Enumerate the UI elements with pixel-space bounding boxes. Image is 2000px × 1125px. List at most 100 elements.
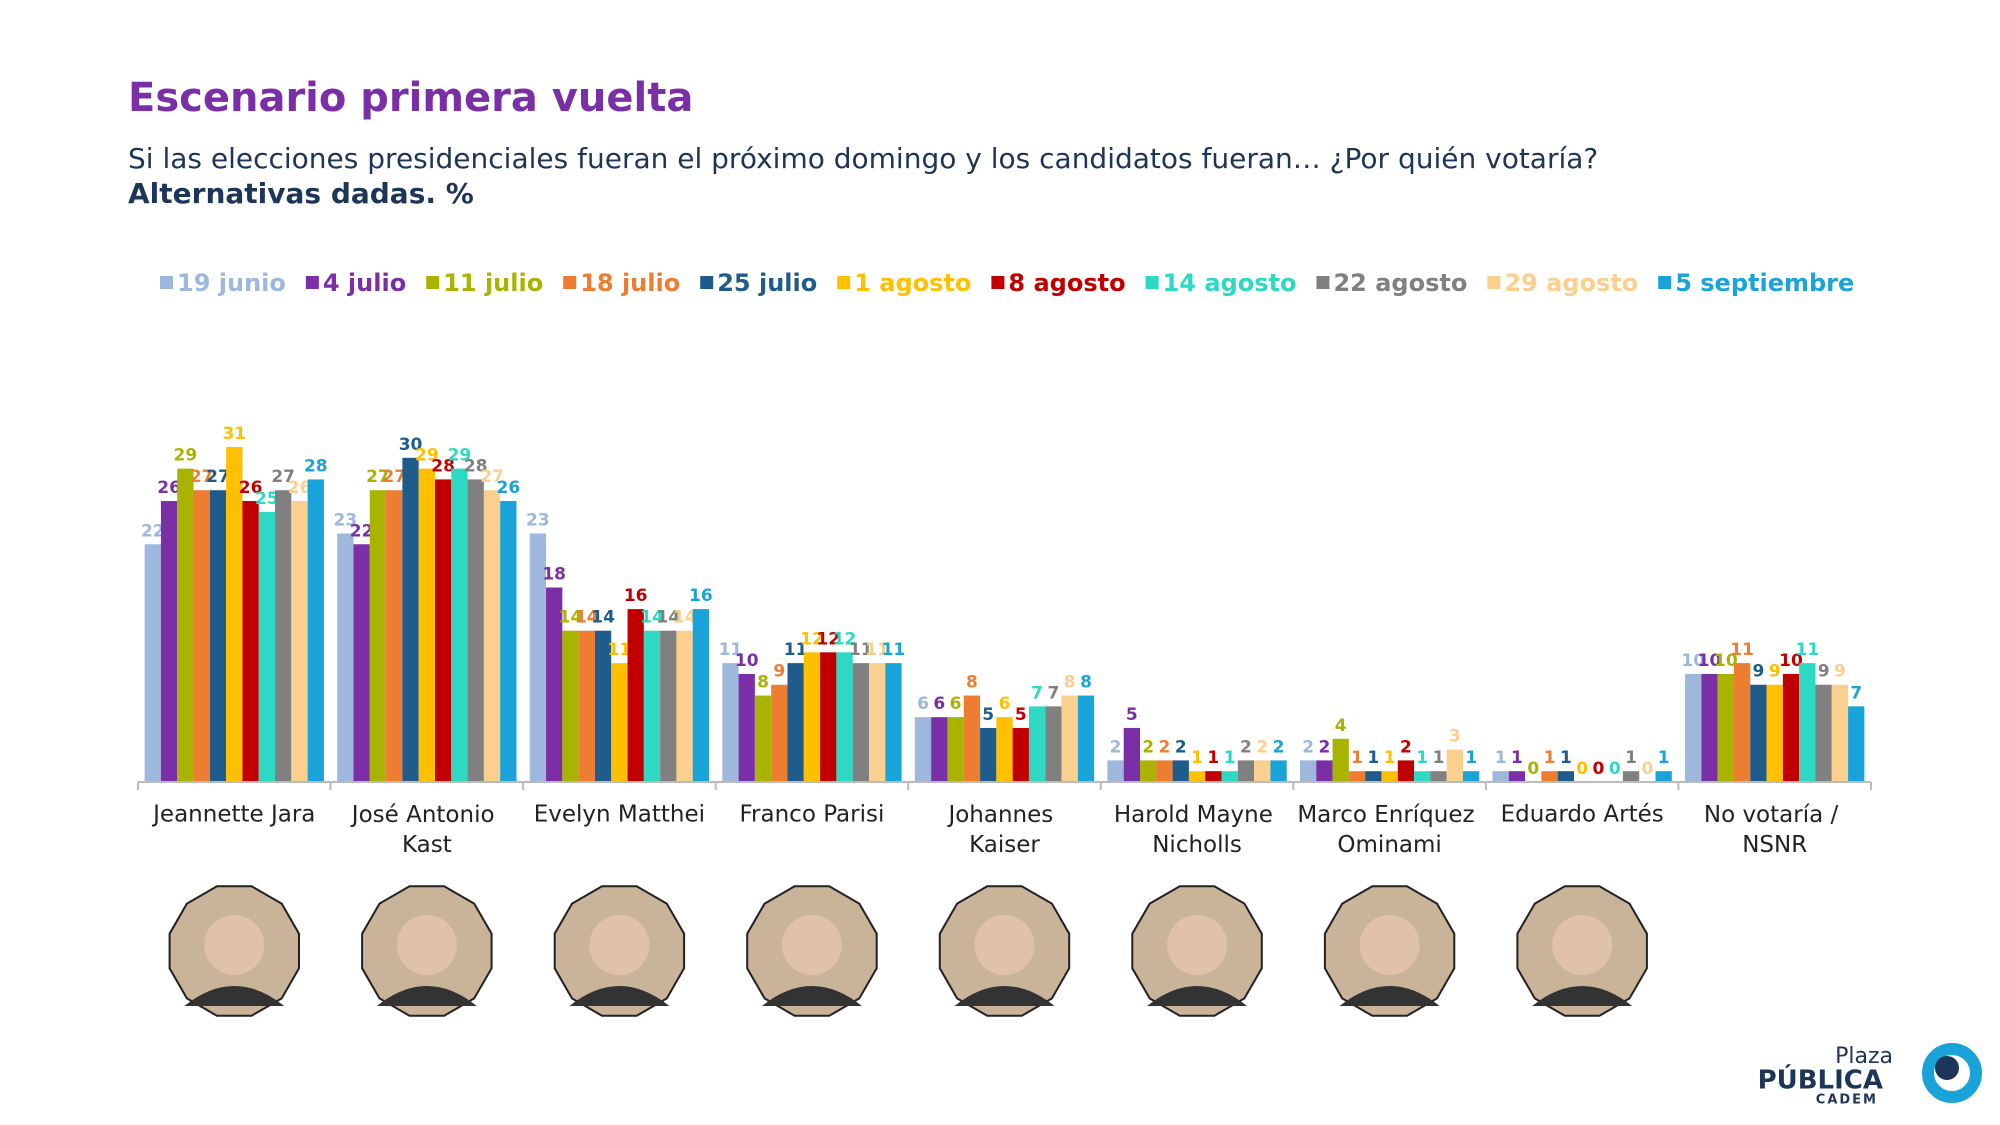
value-label: 10 (1681, 651, 1705, 671)
bar (1701, 673, 1718, 782)
value-label: 5 (982, 705, 994, 725)
bar (193, 490, 210, 782)
value-label: 10 (1698, 651, 1722, 671)
bar (1221, 771, 1238, 782)
value-label: 6 (933, 694, 945, 714)
value-label: 9 (1769, 662, 1781, 682)
value-label: 27 (271, 467, 295, 487)
value-label: 1 (1351, 748, 1363, 768)
legend-label: 18 julio (580, 269, 680, 297)
chart-subtitle: Si las elecciones presidenciales fueran … (128, 142, 1598, 175)
bar (307, 479, 324, 782)
bar (1655, 771, 1672, 782)
value-label: 2 (1110, 737, 1122, 757)
photo-face (1167, 915, 1228, 975)
bar (337, 533, 354, 782)
bar (754, 695, 772, 782)
legend-label: 1 agosto (854, 269, 971, 297)
bar (594, 630, 612, 782)
photo-face (396, 915, 457, 975)
legend-label: 11 julio (443, 269, 543, 297)
bar (242, 501, 259, 782)
photo-body (1532, 986, 1633, 1006)
value-label: 7 (1031, 683, 1043, 703)
value-label: 5 (1015, 705, 1027, 725)
bar (1766, 684, 1783, 782)
legend-swatch (1658, 276, 1672, 289)
bar (402, 457, 419, 782)
value-label: 27 (480, 467, 504, 487)
bar (1848, 706, 1865, 782)
legend-swatch (700, 276, 714, 289)
bar (1717, 673, 1734, 782)
bar (787, 663, 804, 782)
bar (209, 490, 227, 782)
legend-swatch (837, 276, 851, 289)
value-label: 0 (1576, 759, 1588, 779)
bar (996, 717, 1013, 782)
bar (722, 663, 739, 782)
value-label: 12 (816, 629, 840, 649)
bar (852, 663, 869, 782)
bar (980, 727, 997, 782)
bar (160, 501, 178, 782)
bar (1381, 771, 1398, 782)
value-label: 1 (1465, 748, 1477, 768)
bar (177, 468, 194, 782)
bar (500, 501, 517, 782)
logo-text: PÚBLICA (1758, 1064, 1883, 1096)
bar (1782, 673, 1800, 782)
photo-body (376, 986, 477, 1006)
value-label: 11 (608, 640, 632, 660)
value-label: 1 (1511, 748, 1523, 768)
value-label: 2 (1142, 737, 1154, 757)
value-label: 2 (1318, 737, 1330, 757)
value-label: 14 (575, 608, 599, 628)
bar (1205, 771, 1222, 782)
bar (1622, 771, 1640, 782)
photo-face (1359, 915, 1420, 975)
bar (1430, 771, 1447, 782)
photo-face (974, 915, 1035, 975)
x-tick-label: Marco Enríquez Ominami (1297, 802, 1482, 858)
legend-swatch (1145, 276, 1159, 289)
photo-body (954, 986, 1055, 1006)
bar (1188, 771, 1206, 782)
bar (1028, 706, 1046, 782)
value-label: 8 (757, 673, 769, 693)
value-label: 31 (222, 424, 246, 444)
value-label: 30 (399, 435, 423, 455)
bar (291, 501, 308, 782)
legend-swatch (991, 276, 1005, 289)
value-label: 12 (833, 629, 857, 649)
value-label: 0 (1593, 759, 1605, 779)
chart-note: Alternativas dadas. % (128, 177, 474, 210)
x-tick-label: No votaría / NSNR (1704, 802, 1846, 858)
bar (1541, 771, 1558, 782)
bar (1365, 771, 1382, 782)
bar (692, 609, 710, 782)
bar (1299, 760, 1317, 782)
value-label: 2 (1400, 737, 1412, 757)
legend-label: 25 julio (717, 269, 817, 297)
value-label: 1 (1384, 748, 1396, 768)
bar (836, 652, 853, 782)
x-tick-label: Evelyn Matthei (534, 802, 705, 828)
value-label: 29 (174, 446, 198, 466)
value-label: 9 (773, 662, 785, 682)
value-label: 6 (950, 694, 962, 714)
value-label: 26 (157, 478, 181, 498)
legend-label: 4 julio (323, 269, 406, 297)
value-label: 8 (1064, 673, 1076, 693)
value-label: 9 (1834, 662, 1846, 682)
value-label: 11 (849, 640, 873, 660)
bar (1557, 771, 1575, 782)
bar (803, 652, 821, 782)
value-label: 11 (865, 640, 889, 660)
legend-swatch (160, 276, 173, 289)
photo-face (1552, 915, 1613, 975)
logo-swirl (1922, 1043, 1982, 1103)
value-label: 0 (1527, 759, 1539, 779)
photo-face (204, 915, 265, 975)
value-label: 1 (1416, 748, 1428, 768)
